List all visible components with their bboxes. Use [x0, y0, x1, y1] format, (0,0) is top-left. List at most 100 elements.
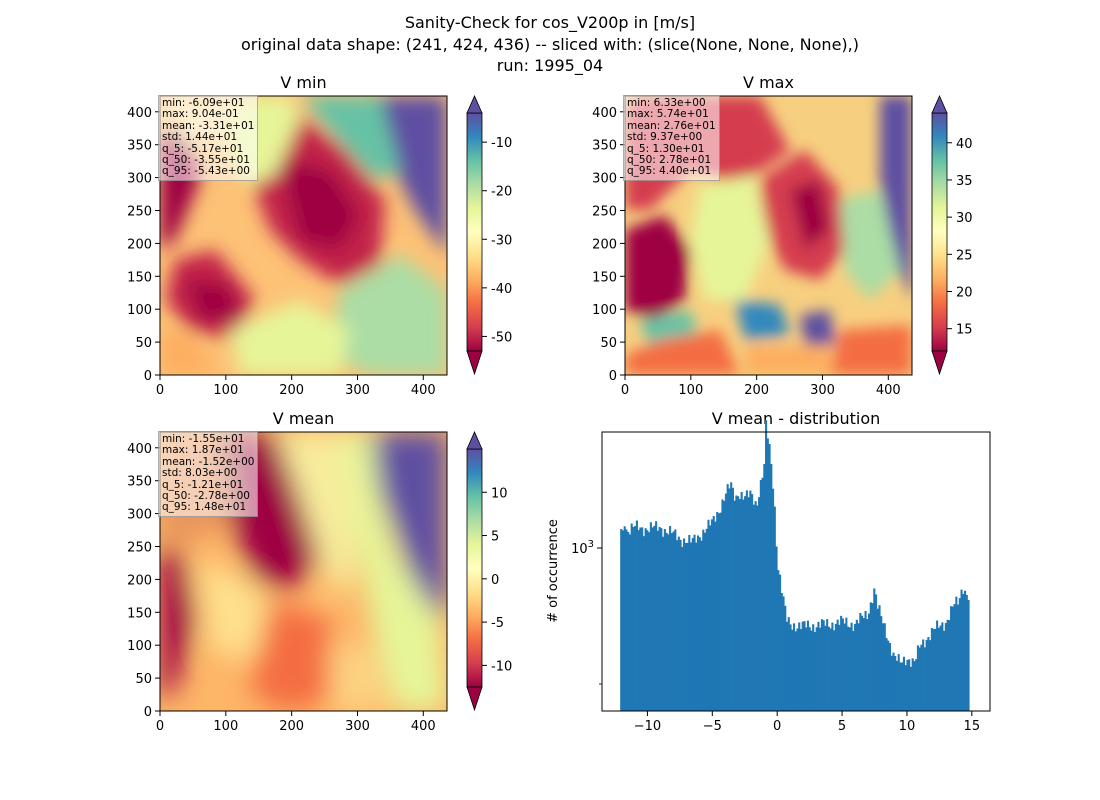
- histogram-bar: [625, 529, 628, 711]
- histogram-bar: [827, 626, 830, 711]
- histogram-bar: [836, 619, 839, 711]
- histogram-bar: [838, 624, 841, 711]
- vmin-stats-box: min: -6.09e+01 max: 9.04e-01 mean: -3.31…: [158, 95, 259, 181]
- histogram-bar: [646, 530, 649, 711]
- vmax-colorbar-tick-label: 15: [956, 323, 973, 338]
- histogram-title: V mean - distribution: [712, 409, 881, 428]
- histogram-bar: [815, 627, 818, 711]
- histogram-bar: [665, 532, 668, 711]
- histogram-bar: [754, 501, 757, 711]
- histogram-bar: [679, 539, 682, 711]
- histogram-bar: [922, 639, 925, 711]
- vmin-ytick-label: 350: [127, 139, 152, 154]
- histogram-bar: [840, 615, 843, 711]
- histogram-bar: [848, 627, 851, 711]
- histogram-bar: [932, 628, 935, 711]
- histogram-bar: [630, 523, 633, 711]
- histogram-bar: [822, 620, 825, 711]
- histogram-bar: [845, 617, 848, 711]
- histogram-bar: [703, 532, 707, 711]
- histogram-bar: [852, 630, 855, 711]
- vmean-stat-max: max: 1.87e+01: [162, 444, 244, 457]
- vmean-xtick-label: 0: [156, 719, 164, 734]
- histogram-bar: [909, 666, 912, 711]
- histogram-y-ticks: 103: [571, 539, 602, 685]
- histogram-bar: [747, 497, 750, 711]
- histogram-bar: [765, 420, 768, 711]
- histogram-bar: [805, 627, 808, 711]
- vmin-colorbar-tick-label: -30: [491, 233, 512, 248]
- histogram-bar: [731, 487, 734, 711]
- histogram-bar: [873, 588, 876, 711]
- histogram-bar: [724, 493, 727, 711]
- histogram-bar: [717, 513, 721, 711]
- histogram-bar: [782, 596, 785, 711]
- histogram-bar: [688, 535, 691, 711]
- vmax-axes-frame: [624, 95, 913, 376]
- histogram-bar: [730, 482, 733, 711]
- histogram-bar: [744, 496, 747, 711]
- histogram-bar: [813, 632, 816, 711]
- histogram-bar: [627, 532, 630, 711]
- vmax-ytick-label: 0: [609, 369, 617, 384]
- vmin-stat-min: min: -6.09e+01: [162, 97, 245, 109]
- histogram-bar: [745, 490, 748, 711]
- vmax-colorbar-tick-label: 35: [956, 174, 973, 189]
- histogram-bar: [868, 613, 871, 711]
- vmin-ytick-label: 400: [127, 106, 152, 121]
- figure-title-line-3: run: 1995_04: [496, 56, 604, 75]
- histogram-bar: [965, 594, 968, 711]
- vmean-ytick-label: 150: [127, 606, 152, 621]
- vmin-ytick-label: 100: [127, 303, 152, 318]
- histogram-bar: [957, 604, 960, 711]
- histogram-xtick-label: 5: [838, 719, 846, 734]
- vmean-ytick-label: 0: [144, 705, 152, 720]
- histogram-bar: [766, 438, 769, 711]
- histogram-bar: [796, 628, 799, 711]
- histogram-ylabel: # of occurrence: [546, 519, 561, 623]
- histogram-bar: [864, 611, 867, 711]
- vmean-xtick-label: 200: [279, 719, 304, 734]
- vmin-xtick-label: 0: [156, 383, 164, 398]
- vmax-ytick-label: 250: [592, 204, 617, 219]
- histogram-bar: [890, 655, 893, 711]
- histogram-bar: [874, 594, 878, 711]
- histogram-xtick-label: 15: [964, 719, 981, 734]
- histogram-bar: [686, 542, 689, 711]
- histogram-bar: [696, 535, 700, 711]
- vmin-ytick-label: 150: [127, 270, 152, 285]
- vmin-stat-max: max: 9.04e-01: [162, 108, 239, 121]
- figure-title-line-2: original data shape: (241, 424, 436) -- …: [241, 35, 859, 54]
- histogram-bar: [887, 640, 890, 711]
- vmean-axes-frame: [159, 431, 448, 712]
- histogram-bar: [742, 499, 745, 711]
- vmin-stat-q50: q_50: -3.55e+01: [162, 154, 250, 167]
- vmean-stats-box: min: -1.55e+01 max: 1.87e+01 mean: -1.52…: [158, 431, 259, 517]
- histogram-bar: [644, 528, 647, 711]
- histogram-bar: [702, 529, 705, 711]
- histogram-bar: [770, 463, 773, 711]
- vmin-xtick-label: 300: [345, 383, 370, 398]
- vmean-xtick-label: 400: [411, 719, 436, 734]
- histogram-bar: [824, 625, 827, 711]
- histogram-bar: [735, 495, 738, 711]
- histogram-bar: [899, 662, 902, 711]
- histogram-bar: [693, 534, 696, 711]
- histogram-bar: [908, 659, 911, 711]
- histogram-bar: [707, 519, 710, 711]
- histogram-xtick-label: 10: [899, 719, 916, 734]
- histogram-bar: [642, 536, 645, 711]
- vmax-stat-q50: q_50: 2.78e+01: [627, 154, 712, 167]
- vmean-colorbar: 10 5 0 -5 -10: [466, 431, 512, 712]
- vmax-xtick-label: 0: [621, 383, 629, 398]
- histogram-bar: [915, 659, 918, 711]
- histogram-bar: [670, 533, 673, 711]
- histogram-bar: [768, 444, 771, 711]
- histogram-bar: [929, 640, 932, 711]
- panel-vmax-title: V max: [743, 73, 794, 92]
- histogram-bar: [723, 500, 726, 711]
- histogram-bar: [740, 491, 743, 711]
- vmax-colorbar-tick-label: 25: [956, 248, 973, 263]
- histogram-axes-frame: [601, 431, 991, 712]
- vmax-xtick-label: 100: [678, 383, 703, 398]
